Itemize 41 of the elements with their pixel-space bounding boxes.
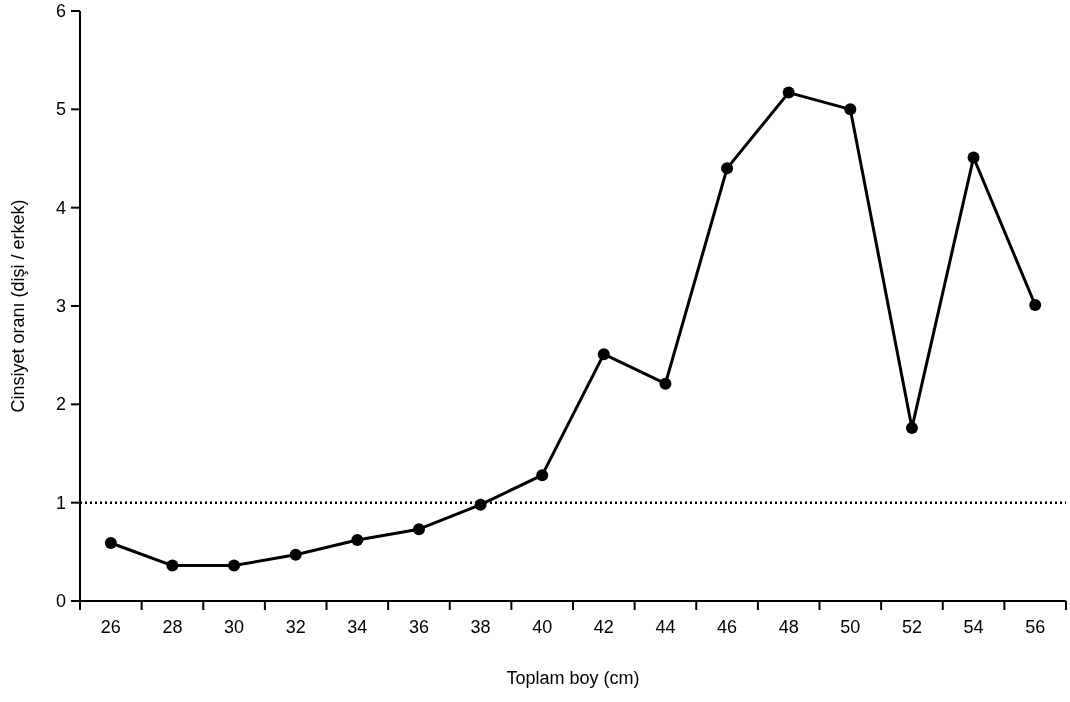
point (412, 523, 425, 536)
point (474, 498, 487, 511)
point (289, 548, 302, 561)
y-tick-label: 2 (55, 394, 66, 415)
y-tick-label: 1 (55, 492, 66, 513)
point (1029, 299, 1042, 312)
x-tick-label: 46 (717, 617, 738, 637)
x-tick-label: 54 (963, 617, 984, 637)
x-tick-label: 48 (778, 617, 799, 637)
point (351, 534, 364, 547)
y-tick-label: 4 (55, 197, 66, 218)
x-tick-label: 32 (285, 617, 306, 637)
point (104, 536, 117, 549)
y-tick-label: 5 (55, 99, 66, 120)
x-tick-label: 52 (901, 617, 922, 637)
y-tick-label: 3 (55, 296, 66, 316)
point (905, 421, 918, 434)
point (967, 151, 980, 164)
x-tick-label: 30 (224, 617, 245, 637)
y-tick-label: 0 (55, 591, 66, 611)
x-tick-label: 50 (840, 617, 861, 637)
point (166, 559, 179, 572)
point (536, 469, 549, 482)
x-tick-label: 34 (347, 617, 368, 637)
x-tick-label: 44 (655, 617, 676, 637)
point (844, 103, 857, 116)
x-tick-label: 38 (470, 617, 491, 637)
x-tick-label: 28 (162, 617, 183, 637)
point (228, 559, 241, 572)
y-tick-label: 6 (55, 1, 66, 21)
x-axis-title: Toplam boy (cm) (506, 668, 640, 688)
point (597, 348, 610, 361)
x-tick-label: 26 (100, 617, 121, 637)
point (659, 377, 672, 390)
x-tick-label: 40 (532, 617, 553, 637)
x-tick-label: 42 (593, 617, 614, 637)
x-tick-label: 36 (408, 617, 429, 637)
x-tick-label: 56 (1025, 617, 1046, 637)
y-axis-title: Cinsiyet oranı (dişi / erkek) (8, 199, 28, 413)
point (721, 162, 734, 175)
point (782, 86, 795, 99)
